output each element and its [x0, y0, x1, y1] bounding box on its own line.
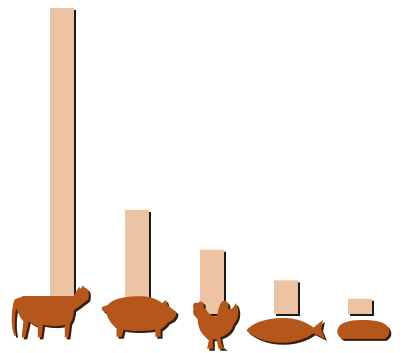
bar-fish — [274, 280, 298, 314]
bar-bread — [348, 298, 372, 314]
fish-icon — [247, 318, 327, 345]
pig-icon — [101, 296, 179, 339]
bar-chicken — [200, 249, 224, 314]
bread-icon — [337, 320, 392, 341]
bars-layer — [50, 8, 374, 316]
bar-beef — [50, 8, 74, 314]
